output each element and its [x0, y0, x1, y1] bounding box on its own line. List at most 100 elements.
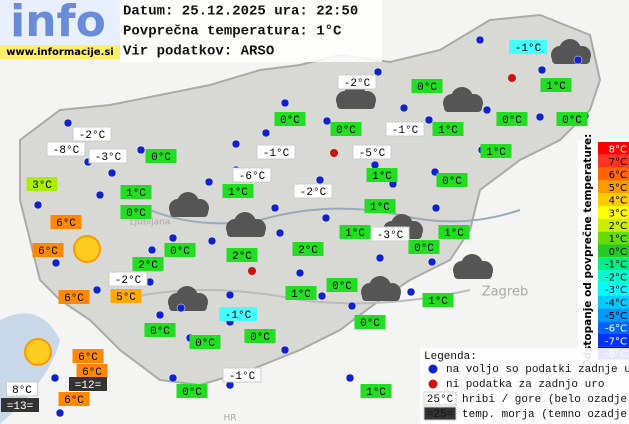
temp-label-box: [110, 289, 142, 303]
temp-label-box: [145, 149, 177, 163]
legend-sample-box: [423, 406, 457, 421]
temp-label-box: [132, 257, 164, 271]
cloud-icon: [443, 87, 483, 112]
logo: info: [10, 0, 106, 47]
station-dot: [475, 35, 485, 45]
station-dot-missing: [508, 74, 516, 82]
temp-label: -5°C: [359, 148, 386, 160]
temp-label: -2°C: [344, 78, 371, 90]
temp-label: -8°C: [53, 145, 80, 157]
station-dot: [55, 408, 65, 418]
temp-label: -2°C: [79, 130, 106, 142]
station-dot-missing: [330, 149, 338, 157]
temp-label: 5°C: [116, 292, 136, 304]
scale-label: 8°C: [609, 144, 627, 155]
temp-label: 1°C: [486, 147, 506, 159]
cloud-part: [227, 228, 265, 237]
header-line: Datum: 25.12.2025 ura: 22:50: [123, 4, 358, 20]
site-bar: [0, 45, 120, 59]
temp-label-box: [364, 199, 396, 213]
scale-label: -5°C: [605, 311, 627, 322]
station-dot: [168, 373, 178, 383]
temp-label: 6°C: [38, 246, 58, 258]
station-dot: [231, 139, 241, 149]
station-dot: [168, 233, 178, 243]
temp-label-box: [176, 384, 208, 398]
scale-title: Odstopanje od povprečne temperature:: [582, 134, 594, 369]
temp-label: 0°C: [170, 246, 190, 258]
cloud-part: [454, 270, 492, 279]
temp-label: -1°C: [225, 310, 252, 322]
temp-label: 0°C: [332, 281, 352, 293]
temp-label-box: [326, 278, 358, 292]
scale-step: [598, 218, 629, 232]
temp-label-box: [232, 167, 272, 183]
temp-label-box: [352, 144, 392, 160]
station-dot: [424, 115, 434, 125]
scale-label: -4°C: [605, 298, 627, 309]
temp-label-box: [556, 112, 588, 126]
station-dot: [33, 200, 43, 210]
station-dot: [155, 310, 165, 320]
temp-label: 0°C: [442, 176, 462, 188]
station-dot: [537, 65, 547, 75]
temp-label: 0°C: [280, 115, 300, 127]
scale-step: [598, 334, 629, 347]
scale-step: [598, 295, 629, 309]
station-dot: [373, 67, 383, 77]
temp-label: 0°C: [414, 243, 434, 255]
temp-label-box: [164, 243, 196, 257]
temp-label: 1°C: [370, 202, 390, 214]
scale-step: [598, 180, 629, 194]
temp-label: -3°C: [377, 230, 404, 242]
temp-label-box: [32, 243, 64, 257]
temp-label: 0°C: [150, 326, 170, 338]
temp-label-box: [360, 384, 392, 398]
scale-label: -7°C: [605, 336, 627, 347]
scale-label: 4°C: [609, 196, 627, 207]
temp-label: 2°C: [138, 260, 158, 272]
temp-label-box: [509, 40, 547, 54]
temp-label: 0°C: [195, 338, 215, 350]
header-box: [120, 0, 382, 62]
legend-sample: 25°C: [427, 394, 454, 406]
temp-label-box: [496, 112, 528, 126]
scale-label: 5°C: [609, 183, 627, 194]
temp-label: 2°C: [298, 245, 318, 257]
cloud-icon: [453, 254, 493, 279]
scale-step: [598, 244, 629, 258]
temp-label: -1°C: [392, 125, 419, 137]
scale-label: -6°C: [605, 324, 627, 335]
scale-step: [598, 321, 629, 334]
scale-label: 3°C: [609, 208, 627, 219]
temp-label-box: [438, 225, 470, 239]
station-dot: [51, 258, 61, 268]
scale-step: [598, 154, 629, 168]
temp-label-box: [436, 173, 468, 187]
river: [149, 207, 521, 225]
station-dot: [321, 213, 331, 223]
scale-step: [598, 282, 629, 296]
temp-label: -2°C: [300, 187, 327, 199]
temp-label: 1°C: [291, 289, 311, 301]
legend-dot: [428, 364, 438, 374]
station-dot: [95, 190, 105, 200]
station-dot: [225, 290, 235, 300]
temp-label: 0°C: [336, 125, 356, 137]
temp-label: -3°C: [95, 152, 122, 164]
temp-label: 8°C: [12, 385, 32, 397]
place-name: Zagreb: [482, 285, 528, 300]
temp-label: 6°C: [78, 352, 98, 364]
station-dot: [322, 116, 332, 126]
station-dot: [535, 112, 545, 122]
temp-label-box: [72, 126, 112, 142]
scale-label: -1°C: [605, 260, 627, 271]
temp-label-box: [385, 121, 425, 137]
scale-label: 7°C: [609, 157, 627, 168]
temp-label: 2°C: [232, 251, 252, 263]
scale-step: [598, 142, 629, 155]
temp-label: =12=: [75, 380, 101, 392]
temp-label: 1°C: [372, 171, 392, 183]
temp-label-box: [58, 290, 90, 304]
